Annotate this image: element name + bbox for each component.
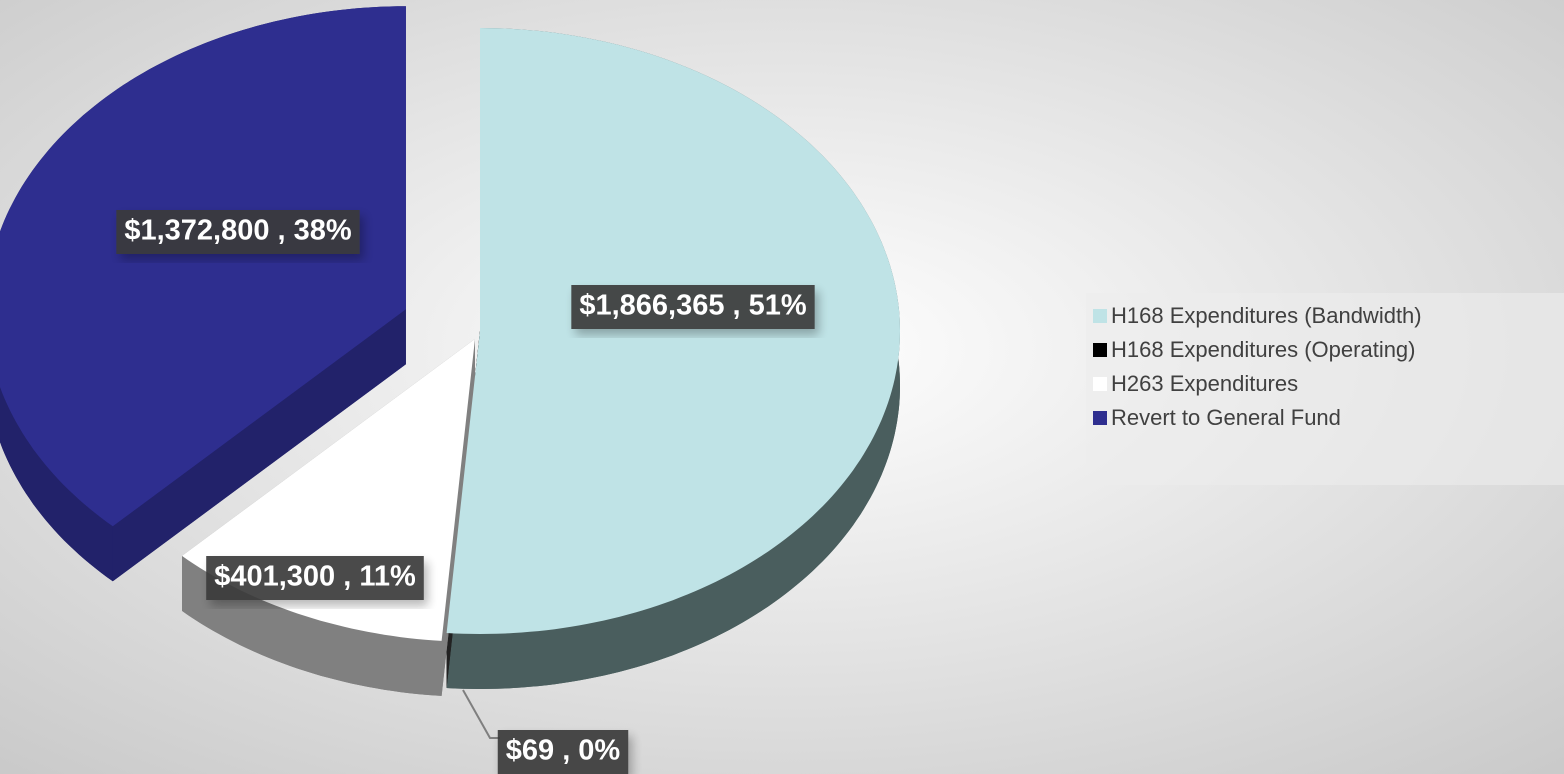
legend: H168 Expenditures (Bandwidth) H168 Expend… [1093,303,1422,430]
data-label-box [206,556,424,600]
legend-label: H263 Expenditures [1111,371,1298,396]
legend-swatch [1093,309,1107,323]
data-label-box [571,285,815,329]
pie [0,6,900,696]
data-label: $401,300 , 11% [214,561,416,593]
legend-label: H168 Expenditures (Bandwidth) [1111,303,1422,328]
data-label: $1,866,365 , 51% [579,290,807,322]
data-label: $69 , 0% [506,735,621,767]
legend-box [1086,293,1564,485]
leader-line [462,689,500,739]
slice [0,6,406,527]
legend-swatch [1093,343,1107,357]
slice-side [182,555,442,696]
slice [446,28,900,634]
legend-label: H168 Expenditures (Operating) [1111,337,1416,362]
data-label-box [116,210,360,254]
legend-swatch [1093,377,1107,391]
slice-cut [112,309,406,582]
legend-swatch [1093,411,1107,425]
data-labels: $1,866,365 , 51% $69 , 0% $401,300 , 11% $1… [116,210,815,774]
legend-label: Revert to General Fund [1111,405,1341,430]
data-label-box [497,730,629,774]
data-label: $1,372,800 , 38% [124,215,352,247]
